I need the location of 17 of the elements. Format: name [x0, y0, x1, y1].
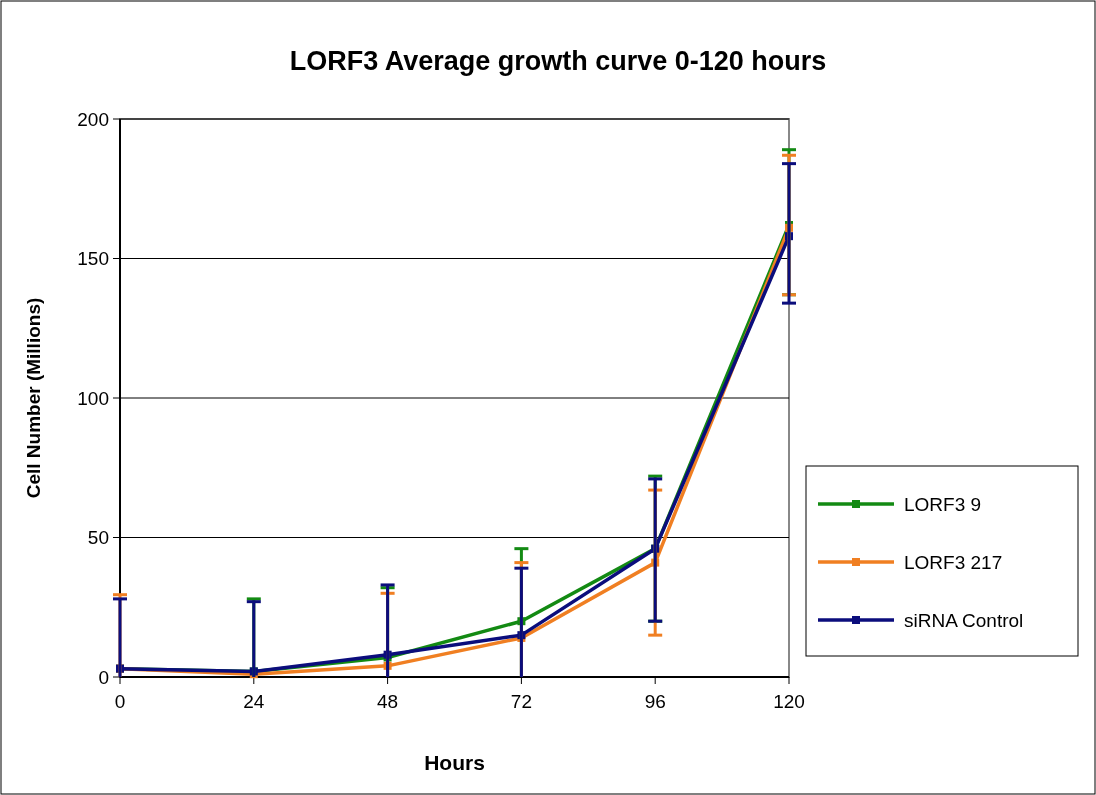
- chart-title: LORF3 Average growth curve 0-120 hours: [289, 46, 827, 76]
- y-tick-label: 50: [87, 527, 109, 549]
- y-tick-label: 100: [77, 387, 109, 409]
- x-tick-label: 72: [510, 691, 532, 712]
- x-axis-title: Hours: [424, 751, 485, 774]
- legend-label: LORF3 217: [904, 551, 1003, 573]
- y-tick-label: 150: [77, 248, 109, 270]
- x-tick-label: 0: [114, 691, 126, 712]
- legend-label: LORF3 9: [904, 493, 982, 515]
- y-tick-label: 0: [98, 666, 109, 688]
- x-tick-label: 48: [377, 691, 399, 712]
- y-axis-title: Cell Number (Millions): [23, 297, 44, 499]
- x-tick-label: 120: [773, 691, 805, 712]
- x-tick-label: 24: [243, 691, 265, 712]
- y-tick-label: 200: [77, 108, 109, 130]
- legend-label: siRNA Control: [904, 609, 1024, 631]
- x-tick-label: 96: [644, 691, 666, 712]
